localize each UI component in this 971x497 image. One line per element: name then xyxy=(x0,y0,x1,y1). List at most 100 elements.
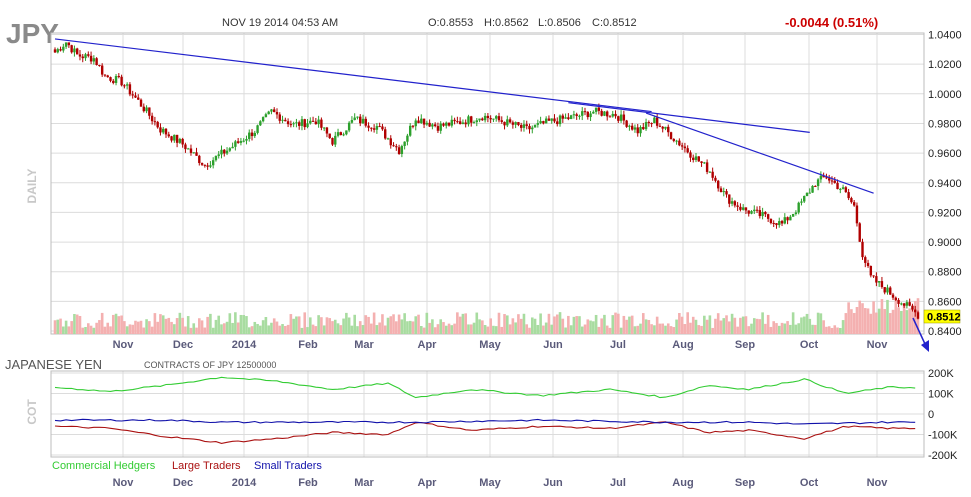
volume-bar xyxy=(544,322,548,334)
cot-title: JAPANESE YEN xyxy=(5,357,102,372)
volume-bar xyxy=(866,308,870,334)
volume-bar xyxy=(772,321,776,334)
candle-body xyxy=(98,65,101,67)
volume-bar xyxy=(325,317,329,334)
volume-bar xyxy=(239,314,243,334)
candle-body xyxy=(728,194,731,204)
candle-body xyxy=(370,127,373,129)
volume-bar xyxy=(70,321,73,334)
volume-bar xyxy=(195,327,198,334)
cot-y-tick-label: -200K xyxy=(928,450,958,462)
volume-bar xyxy=(691,316,695,334)
candle-body xyxy=(852,202,856,206)
candle-body xyxy=(209,165,212,167)
candle-body xyxy=(661,126,664,129)
candle-body xyxy=(87,54,90,56)
volume-bar xyxy=(913,301,917,334)
candle-body xyxy=(186,148,190,150)
candle-body xyxy=(372,128,376,130)
volume-bar xyxy=(800,317,803,334)
volume-bar xyxy=(125,326,129,334)
volume-bar xyxy=(408,320,412,334)
volume-bar xyxy=(722,318,726,334)
candle-body xyxy=(408,125,412,136)
candle-body xyxy=(536,123,540,125)
candle-body xyxy=(719,188,723,193)
volume-bar xyxy=(386,317,390,334)
candle-body xyxy=(875,276,878,283)
volume-bar xyxy=(794,324,798,334)
volume-bar xyxy=(547,313,551,334)
volume-bar xyxy=(728,321,731,334)
volume-bar xyxy=(314,326,318,334)
volume-bar xyxy=(711,327,714,334)
candle-body xyxy=(137,97,140,100)
candle-body xyxy=(70,45,73,53)
candle-body xyxy=(295,122,298,124)
volume-bar xyxy=(877,308,881,334)
candle-body xyxy=(256,125,259,133)
candle-body xyxy=(220,149,223,155)
candle-body xyxy=(700,161,703,164)
volume-bar xyxy=(303,312,307,334)
volume-bar xyxy=(478,319,481,334)
volume-bar xyxy=(697,325,701,334)
candle-body xyxy=(772,223,775,225)
candle-body xyxy=(384,129,387,139)
candle-body xyxy=(722,191,725,193)
candle-body xyxy=(450,119,454,126)
cot-series-line xyxy=(54,421,916,444)
candle-body xyxy=(228,148,232,151)
candle-body xyxy=(381,126,384,130)
volume-bar xyxy=(905,310,909,334)
candle-body xyxy=(350,120,354,123)
volume-bar xyxy=(858,300,862,334)
candle-body xyxy=(897,299,900,304)
volume-bar xyxy=(475,312,479,334)
candle-body xyxy=(902,303,906,306)
volume-bar xyxy=(805,313,809,334)
candle-body xyxy=(78,54,82,57)
candle-body xyxy=(542,121,545,124)
volume-bar xyxy=(839,327,842,334)
volume-bar xyxy=(375,325,379,334)
candle-body xyxy=(844,187,848,193)
volume-bar xyxy=(403,313,406,334)
candle-body xyxy=(289,124,293,126)
trendlines xyxy=(54,38,874,194)
volume-bar xyxy=(181,317,184,334)
candle-body xyxy=(692,157,695,160)
cot-x-ticks: Nov Dec 2014 Feb Mar Apr May Jun Jul Aug Sep Oct Nov xyxy=(113,477,889,489)
volume-bar xyxy=(489,318,492,334)
candle-body xyxy=(908,302,911,306)
volume-bar xyxy=(528,327,531,334)
volume-bar xyxy=(603,314,606,334)
candle-body xyxy=(830,180,834,182)
candle-body xyxy=(569,115,573,120)
candle-body xyxy=(678,140,681,146)
change-value: -0.0044 (0.51%) xyxy=(785,15,878,30)
x-tick-label: Mar xyxy=(354,339,374,351)
candle-body xyxy=(861,241,864,258)
volume-bar xyxy=(92,327,96,334)
volume-bar xyxy=(439,319,443,334)
candle-body xyxy=(797,202,800,213)
candle-body xyxy=(184,144,187,150)
candle-body xyxy=(181,138,184,145)
candle-body xyxy=(84,54,87,59)
volume-bar xyxy=(758,319,762,334)
candle-body xyxy=(675,140,678,142)
volume-bar xyxy=(669,326,673,334)
candle-body xyxy=(639,126,642,134)
candle-body xyxy=(112,80,115,83)
candle-body xyxy=(203,164,207,166)
candle-body xyxy=(361,118,365,124)
candle-body xyxy=(889,287,892,295)
candle-body xyxy=(128,84,132,95)
volume-bar xyxy=(747,326,751,334)
candle-body xyxy=(778,221,781,226)
x-tick-label: Dec xyxy=(173,339,193,351)
volume-bar xyxy=(417,314,420,334)
volume-bar xyxy=(353,314,356,334)
volume-bar xyxy=(142,327,146,334)
